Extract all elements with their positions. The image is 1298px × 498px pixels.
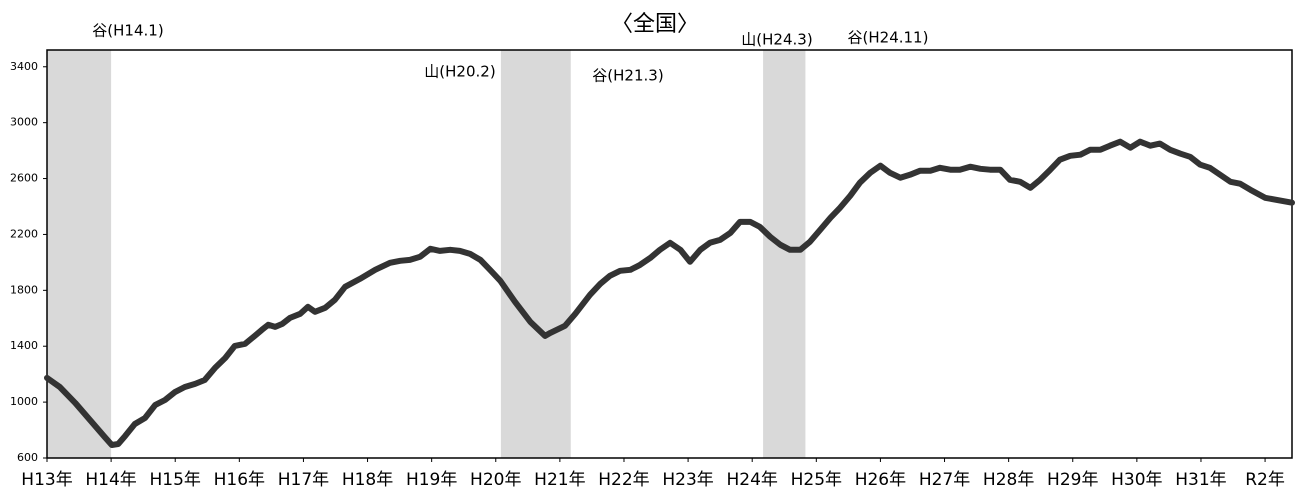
x-tick-label: H18年 (342, 470, 393, 490)
x-tick-label: H21年 (534, 470, 585, 490)
annotation: 山(H20.2) (424, 63, 495, 81)
chart-title: 〈全国〉 (611, 12, 699, 37)
x-tick-label: H30年 (1111, 470, 1162, 490)
x-tick-label: H23年 (662, 470, 713, 490)
x-tick-label: H27年 (919, 470, 970, 490)
x-tick-label: H25年 (791, 470, 842, 490)
y-tick-label: 1000 (10, 395, 38, 408)
annotation: 山(H24.3) (741, 31, 812, 49)
shaded-period (763, 50, 806, 458)
plot-frame (46, 49, 1293, 459)
y-tick-label: 1800 (10, 283, 38, 296)
annotation: 谷(H14.1) (92, 22, 163, 40)
annotation: 谷(H21.3) (592, 67, 663, 85)
x-tick-label: H17年 (278, 470, 329, 490)
x-tick-label: H22年 (598, 470, 649, 490)
x-tick-label: H29年 (1047, 470, 1098, 490)
x-tick-label: H28年 (983, 470, 1034, 490)
annotation: 谷(H24.11) (848, 29, 929, 47)
x-tick-label: H26年 (855, 470, 906, 490)
x-tick-label: H24年 (726, 470, 777, 490)
y-tick-label: 2200 (10, 227, 38, 240)
x-tick-label: H15年 (150, 470, 201, 490)
x-tick-label: H16年 (214, 470, 265, 490)
x-tick-label: H20年 (470, 470, 521, 490)
x-tick-label: H19年 (406, 470, 457, 490)
y-tick-label: 2600 (10, 172, 38, 185)
y-tick-label: 600 (17, 451, 38, 464)
shaded-period (47, 50, 112, 458)
y-tick-label: 3000 (10, 116, 38, 129)
x-tick-label: H13年 (21, 470, 72, 490)
x-tick-label: H31年 (1175, 470, 1226, 490)
y-tick-label: 3400 (10, 60, 38, 73)
y-tick-label: 1400 (10, 339, 38, 352)
x-tick-label: H14年 (85, 470, 136, 490)
data-line (44, 138, 1295, 448)
shaded-period (500, 50, 571, 458)
x-tick-label: R2年 (1245, 470, 1285, 490)
